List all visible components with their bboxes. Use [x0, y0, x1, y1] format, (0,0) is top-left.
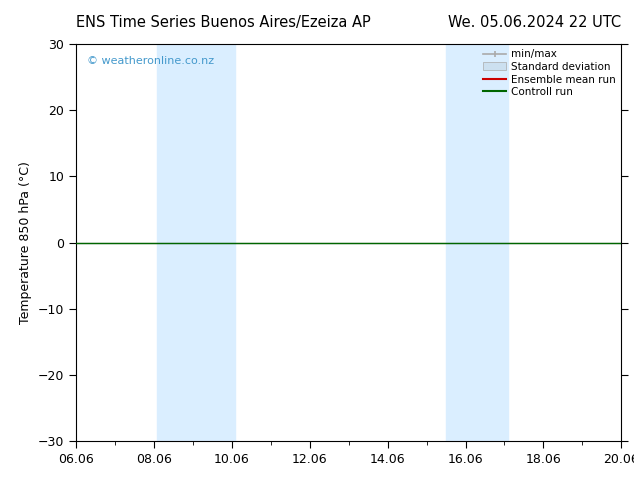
Bar: [157, 44, 235, 441]
Legend: min/max, Standard deviation, Ensemble mean run, Controll run: min/max, Standard deviation, Ensemble me…: [483, 49, 616, 97]
Text: We. 05.06.2024 22 UTC: We. 05.06.2024 22 UTC: [448, 15, 621, 29]
Y-axis label: Temperature 850 hPa (°C): Temperature 850 hPa (°C): [20, 161, 32, 324]
Text: ENS Time Series Buenos Aires/Ezeiza AP: ENS Time Series Buenos Aires/Ezeiza AP: [76, 15, 371, 29]
Bar: [446, 44, 508, 441]
Text: © weatheronline.co.nz: © weatheronline.co.nz: [87, 56, 214, 66]
